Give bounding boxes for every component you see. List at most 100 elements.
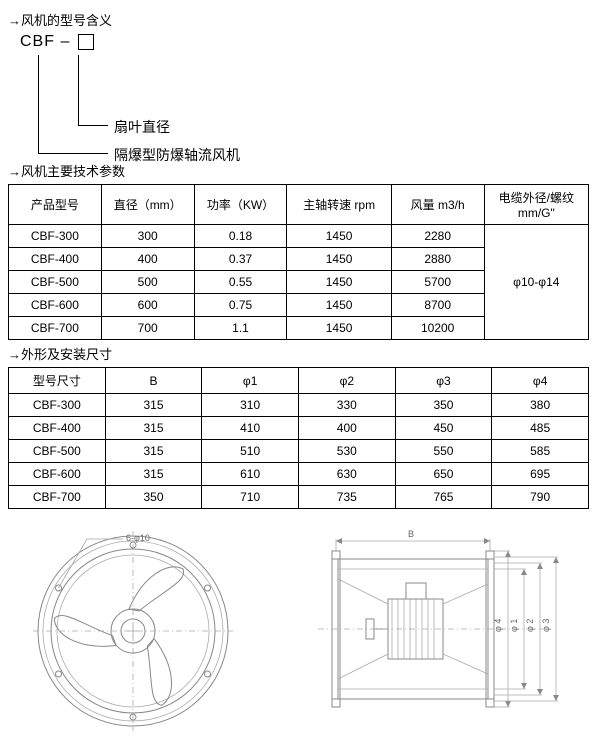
specs-header: 风量 m3/h	[391, 185, 484, 225]
drawing-front-view: 6-φ10	[8, 519, 258, 734]
dims-header: φ4	[492, 368, 589, 394]
dims-cell: 350	[395, 394, 492, 417]
dims-cell: 310	[202, 394, 299, 417]
table-row: CBF-400315410400450485	[9, 417, 589, 440]
model-label-diameter: 扇叶直径	[114, 117, 170, 137]
dims-cell: 735	[298, 486, 395, 509]
table-row: CBF-3003000.1814502280φ10-φ14	[9, 225, 589, 248]
specs-cell: 1450	[287, 225, 391, 248]
specs-cell: 1450	[287, 294, 391, 317]
specs-cell: 0.55	[194, 271, 287, 294]
dims-cell: 710	[202, 486, 299, 509]
dims-cell: 550	[395, 440, 492, 463]
dims-cell: 610	[202, 463, 299, 486]
dims-cell: 315	[105, 463, 202, 486]
table-row: CBF-500315510530550585	[9, 440, 589, 463]
specs-cell: 0.18	[194, 225, 287, 248]
dims-header: φ1	[202, 368, 299, 394]
drawing-label-b: B	[408, 529, 414, 539]
section-title-specs: →风机主要技术参数	[8, 161, 589, 180]
specs-header: 主轴转速 rpm	[287, 185, 391, 225]
diagram-hline-lower	[38, 153, 108, 154]
specs-cell-cable: φ10-φ14	[484, 225, 588, 340]
specs-cell: 8700	[391, 294, 484, 317]
model-placeholder-box	[78, 34, 94, 50]
section-title-dims: →外形及安装尺寸	[8, 344, 589, 363]
dims-header: 型号尺寸	[9, 368, 106, 394]
dims-cell: CBF-500	[9, 440, 106, 463]
specs-header: 电缆外径/螺纹 mm/G"	[484, 185, 588, 225]
dims-cell: 380	[492, 394, 589, 417]
model-label-type: 隔爆型防爆轴流风机	[114, 145, 240, 165]
specs-cell: 0.37	[194, 248, 287, 271]
specs-header: 直径（mm）	[101, 185, 194, 225]
drawing-label-bolt: 6-φ10	[126, 533, 150, 543]
specs-cell: 400	[101, 248, 194, 271]
drawing-label-phi4: φ 4	[493, 619, 503, 632]
specs-cell: 1450	[287, 248, 391, 271]
table-row: 型号尺寸 B φ1 φ2 φ3 φ4	[9, 368, 589, 394]
dims-cell: CBF-400	[9, 417, 106, 440]
diagram-hline-upper	[78, 125, 108, 126]
drawing-label-phi2: φ 2	[525, 619, 535, 632]
dims-cell: CBF-600	[9, 463, 106, 486]
specs-cell: CBF-600	[9, 294, 102, 317]
dims-cell: 630	[298, 463, 395, 486]
specs-cell: 2880	[391, 248, 484, 271]
dims-table: 型号尺寸 B φ1 φ2 φ3 φ4 CBF-30031531033035038…	[8, 367, 589, 509]
specs-cell: 1.1	[194, 317, 287, 340]
technical-drawings: 6-φ10	[8, 519, 589, 734]
dims-cell: 510	[202, 440, 299, 463]
specs-cell: CBF-400	[9, 248, 102, 271]
diagram-vline-left	[38, 55, 39, 153]
table-row: CBF-700350710735765790	[9, 486, 589, 509]
specs-cell: 0.75	[194, 294, 287, 317]
dims-cell: 400	[298, 417, 395, 440]
dims-cell: 765	[395, 486, 492, 509]
specs-header: 功率（KW）	[194, 185, 287, 225]
dims-cell: 330	[298, 394, 395, 417]
specs-cell: 2280	[391, 225, 484, 248]
table-row: CBF-600315610630650695	[9, 463, 589, 486]
dims-header: B	[105, 368, 202, 394]
dims-cell: 315	[105, 417, 202, 440]
dims-cell: 790	[492, 486, 589, 509]
drawing-side-view: B φ 4 φ 1 φ 2 φ 3	[278, 519, 568, 734]
table-row: CBF-300315310330350380	[9, 394, 589, 417]
model-prefix-text: CBF –	[20, 33, 70, 50]
dims-cell: 650	[395, 463, 492, 486]
dims-cell: 350	[105, 486, 202, 509]
model-meaning-diagram: CBF – 扇叶直径 隔爆型防爆轴流风机	[8, 33, 589, 153]
drawing-label-phi3: φ 3	[541, 619, 551, 632]
specs-cell: 300	[101, 225, 194, 248]
dims-cell: 315	[105, 440, 202, 463]
specs-cell: 500	[101, 271, 194, 294]
diagram-vline-right	[78, 55, 79, 125]
dims-cell: CBF-300	[9, 394, 106, 417]
dims-header: φ3	[395, 368, 492, 394]
specs-cell: CBF-500	[9, 271, 102, 294]
dims-header: φ2	[298, 368, 395, 394]
specs-header: 产品型号	[9, 185, 102, 225]
dims-cell: 695	[492, 463, 589, 486]
dims-cell: 585	[492, 440, 589, 463]
specs-cell: 1450	[287, 271, 391, 294]
drawing-label-phi1: φ 1	[509, 619, 519, 632]
dims-cell: 410	[202, 417, 299, 440]
specs-cell: 700	[101, 317, 194, 340]
table-row: 产品型号 直径（mm） 功率（KW） 主轴转速 rpm 风量 m3/h 电缆外径…	[9, 185, 589, 225]
specs-cell: CBF-700	[9, 317, 102, 340]
specs-cell: CBF-300	[9, 225, 102, 248]
dims-cell: 485	[492, 417, 589, 440]
specs-table: 产品型号 直径（mm） 功率（KW） 主轴转速 rpm 风量 m3/h 电缆外径…	[8, 184, 589, 340]
dims-cell: CBF-700	[9, 486, 106, 509]
specs-cell: 1450	[287, 317, 391, 340]
specs-cell: 600	[101, 294, 194, 317]
model-prefix: CBF –	[20, 33, 94, 51]
section-title-model: →风机的型号含义	[8, 10, 589, 29]
dims-cell: 450	[395, 417, 492, 440]
dims-cell: 530	[298, 440, 395, 463]
specs-cell: 10200	[391, 317, 484, 340]
specs-cell: 5700	[391, 271, 484, 294]
dims-cell: 315	[105, 394, 202, 417]
